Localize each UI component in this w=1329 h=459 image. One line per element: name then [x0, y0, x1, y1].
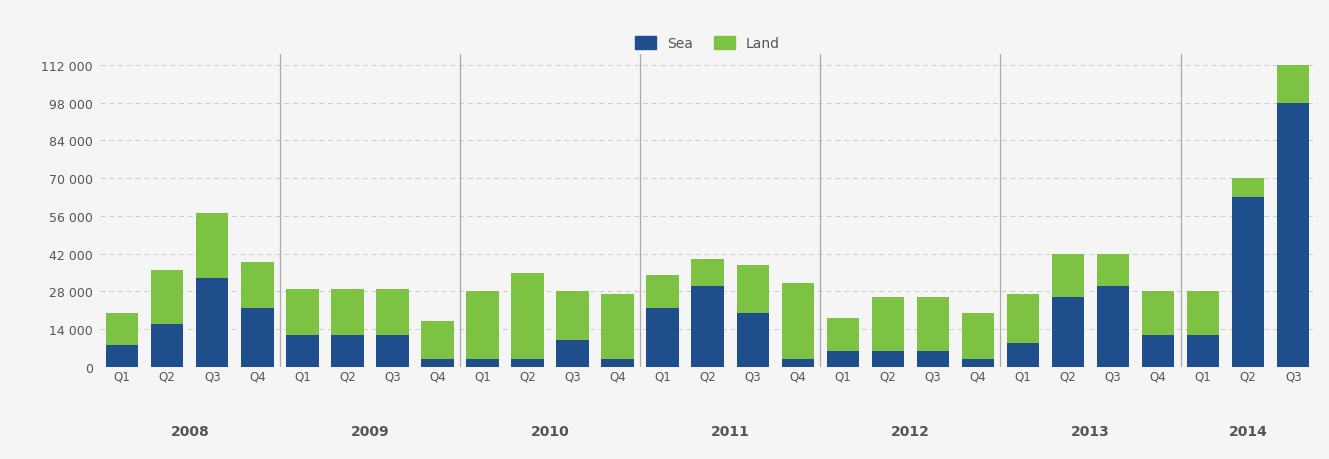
Text: 2011: 2011: [711, 424, 750, 438]
Bar: [602, 359, 634, 367]
Text: 2008: 2008: [170, 424, 209, 438]
Bar: [872, 351, 904, 367]
Bar: [781, 359, 813, 367]
Bar: [827, 351, 859, 367]
Bar: [1096, 286, 1130, 367]
Bar: [1007, 295, 1039, 343]
Bar: [286, 335, 319, 367]
Bar: [106, 346, 138, 367]
Bar: [1232, 179, 1264, 198]
Text: 2010: 2010: [530, 424, 569, 438]
Bar: [376, 289, 408, 335]
Bar: [827, 319, 859, 351]
Legend: Sea, Land: Sea, Land: [635, 37, 780, 51]
Bar: [646, 308, 679, 367]
Bar: [1051, 297, 1084, 367]
Bar: [512, 273, 544, 359]
Bar: [736, 313, 769, 367]
Bar: [691, 260, 724, 286]
Bar: [917, 297, 949, 351]
Bar: [376, 335, 408, 367]
Bar: [781, 284, 813, 359]
Bar: [1187, 335, 1219, 367]
Bar: [197, 214, 229, 279]
Bar: [331, 289, 364, 335]
Bar: [736, 265, 769, 313]
Bar: [152, 324, 183, 367]
Bar: [1277, 66, 1309, 104]
Bar: [512, 359, 544, 367]
Bar: [646, 276, 679, 308]
Bar: [1232, 198, 1264, 367]
Bar: [1277, 104, 1309, 367]
Bar: [421, 321, 453, 359]
Bar: [557, 340, 589, 367]
Text: 2009: 2009: [351, 424, 389, 438]
Bar: [1142, 335, 1175, 367]
Text: 2012: 2012: [890, 424, 930, 438]
Bar: [602, 295, 634, 359]
Text: 2013: 2013: [1071, 424, 1110, 438]
Bar: [286, 289, 319, 335]
Bar: [557, 292, 589, 340]
Bar: [1142, 292, 1175, 335]
Bar: [962, 359, 994, 367]
Bar: [872, 297, 904, 351]
Bar: [1187, 292, 1219, 335]
Bar: [962, 313, 994, 359]
Bar: [197, 279, 229, 367]
Bar: [331, 335, 364, 367]
Bar: [1007, 343, 1039, 367]
Bar: [1051, 254, 1084, 297]
Bar: [152, 270, 183, 324]
Bar: [917, 351, 949, 367]
Bar: [691, 286, 724, 367]
Text: 2014: 2014: [1229, 424, 1268, 438]
Bar: [241, 262, 274, 308]
Bar: [106, 313, 138, 346]
Bar: [466, 292, 498, 359]
Bar: [241, 308, 274, 367]
Bar: [421, 359, 453, 367]
Bar: [1096, 254, 1130, 286]
Bar: [466, 359, 498, 367]
